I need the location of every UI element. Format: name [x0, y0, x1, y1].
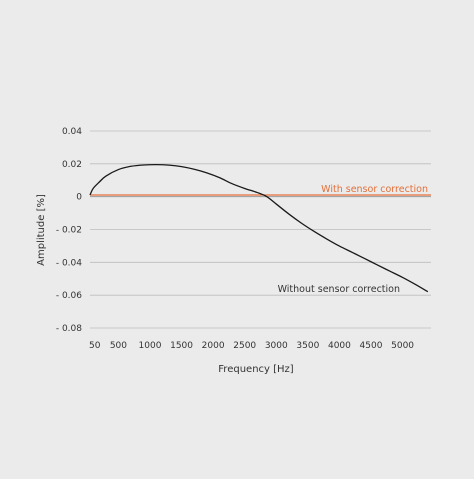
- y-tick-label: - 0.04: [56, 258, 82, 268]
- y-tick-labels: 0.04 0.02 0 - 0.02 - 0.04 - 0.06 - 0.08: [56, 127, 82, 334]
- x-tick-label: 1500: [170, 341, 193, 351]
- series-label-without-correction: Without sensor correction: [278, 284, 400, 295]
- x-tick-label: 500: [110, 341, 127, 351]
- x-tick-label: 4000: [328, 341, 351, 351]
- x-tick-label: 3000: [265, 341, 288, 351]
- y-axis-label: Amplitude [%]: [36, 194, 47, 266]
- x-tick-label: 3500: [296, 341, 319, 351]
- y-tick-label: - 0.08: [56, 324, 82, 334]
- y-tick-label: - 0.06: [56, 291, 82, 301]
- y-tick-label: 0.02: [62, 160, 82, 170]
- y-tick-label: 0.04: [62, 127, 82, 137]
- x-tick-label: 2500: [233, 341, 256, 351]
- y-tick-label: - 0.02: [56, 226, 82, 236]
- x-tick-label: 5000: [391, 341, 414, 351]
- x-tick-label: 50: [89, 341, 101, 351]
- grid-lines: [90, 130, 431, 329]
- x-tick-labels: 50 500 1000 1500 2000 2500 3000 3500 4000 4500 500…: [89, 341, 414, 351]
- y-tick-label: 0: [76, 193, 82, 203]
- x-tick-label: 4500: [360, 341, 383, 351]
- series-line-without-correction: [89, 163, 429, 293]
- x-tick-label: 2000: [202, 341, 225, 351]
- x-axis-label: Frequency [Hz]: [218, 364, 294, 375]
- x-tick-label: 1000: [139, 341, 162, 351]
- series-label-with-correction: With sensor correction: [321, 184, 428, 195]
- series-lines: [89, 163, 431, 293]
